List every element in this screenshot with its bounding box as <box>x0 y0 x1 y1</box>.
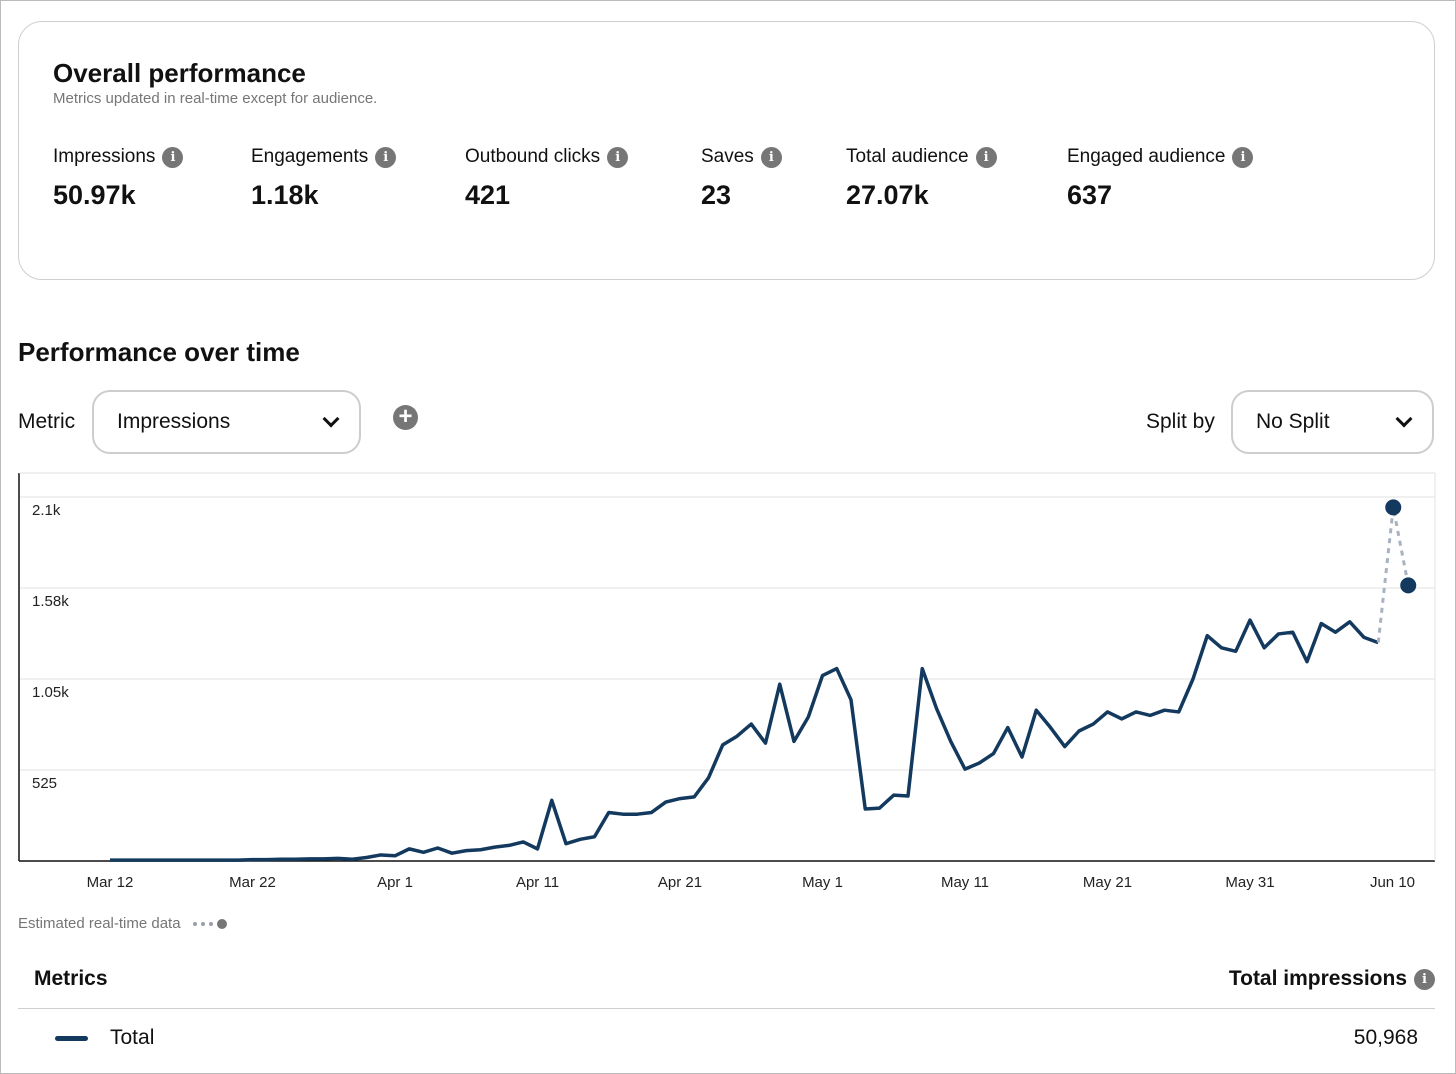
metric-value: 23 <box>701 180 732 210</box>
x-tick-label: Apr 21 <box>658 874 702 891</box>
chevron-down-icon <box>322 410 340 428</box>
metric-value: 421 <box>465 180 511 210</box>
plus-circle-icon[interactable]: + <box>393 405 418 430</box>
info-icon[interactable]: i <box>375 146 397 168</box>
performance-over-time-title: Performance over time <box>18 337 300 367</box>
row-value: 50,968 <box>1353 1026 1418 1049</box>
metric-value: 27.07k <box>846 180 929 210</box>
info-icon[interactable]: i <box>1232 146 1254 168</box>
metric-value: 50.97k <box>53 180 136 210</box>
row-label: Total <box>110 1026 155 1049</box>
info-icon[interactable]: i <box>162 146 184 168</box>
estimated-data-legend: Estimated real-time data <box>18 915 227 932</box>
metric-engagements: Engagements i 1.18k <box>251 146 397 211</box>
x-tick-label: Apr 1 <box>377 874 413 891</box>
metric-label: Engaged audience <box>1067 146 1226 167</box>
metric-outbound-clicks: Outbound clicks i 421 <box>465 146 629 211</box>
metric-label: Metric <box>18 410 76 433</box>
overall-performance-card: Overall performance Metrics updated in r… <box>18 21 1435 280</box>
estimated-series-line <box>1376 507 1410 643</box>
overview-title: Overall performance <box>53 58 306 88</box>
impressions-line-chart: 525 1.05k 1.58k 2.1k Mar 12 Mar 22 Apr 1 Apr 11… <box>18 472 1436 891</box>
col-total-impressions: Total impressions i <box>1229 967 1435 991</box>
metrics-table-header: Metrics Total impressions i <box>18 963 1435 1009</box>
dotted-line-icon <box>192 918 227 929</box>
series-swatch <box>55 1036 88 1041</box>
table-row: Total 50,968 <box>18 1015 1435 1061</box>
col-metrics: Metrics <box>34 967 108 990</box>
metric-label: Engagements <box>251 146 369 167</box>
estimated-point <box>1385 499 1402 516</box>
metric-label: Saves <box>701 146 754 167</box>
col-total-label: Total impressions <box>1228 967 1407 990</box>
x-tick-label: May 21 <box>1083 874 1132 891</box>
metric-label: Outbound clicks <box>465 146 601 167</box>
impressions-series-line <box>110 618 1379 862</box>
y-tick-label: 2.1k <box>32 502 61 519</box>
metric-label: Impressions <box>53 146 156 167</box>
x-tick-label: Mar 12 <box>87 874 134 891</box>
x-tick-label: Jun 10 <box>1370 874 1415 891</box>
info-icon[interactable]: i <box>607 146 629 168</box>
split-dropdown[interactable]: No Split <box>1231 390 1434 454</box>
metric-dropdown-value: Impressions <box>117 410 231 433</box>
metric-saves: Saves i 23 <box>701 146 782 211</box>
info-icon[interactable]: i <box>1414 968 1435 990</box>
metric-impressions: Impressions i 50.97k <box>53 146 184 211</box>
metric-value: 1.18k <box>251 180 319 210</box>
split-by-label: Split by <box>1146 410 1215 433</box>
estimated-data-label: Estimated real-time data <box>18 915 181 932</box>
y-tick-label: 1.05k <box>32 684 69 701</box>
x-tick-label: Apr 11 <box>516 874 559 891</box>
metric-value: 637 <box>1067 180 1113 210</box>
estimated-point <box>1400 577 1417 594</box>
metric-dropdown[interactable]: Impressions <box>92 390 361 454</box>
x-tick-label: Mar 22 <box>229 874 276 891</box>
metric-total-audience: Total audience i 27.07k <box>846 146 997 211</box>
overview-subtitle: Metrics updated in real-time except for … <box>53 90 378 107</box>
split-dropdown-value: No Split <box>1256 410 1330 433</box>
y-tick-label: 1.58k <box>32 593 69 610</box>
info-icon[interactable]: i <box>975 146 997 168</box>
info-icon[interactable]: i <box>760 146 782 168</box>
x-tick-label: May 1 <box>802 874 843 891</box>
x-tick-label: May 11 <box>941 874 989 891</box>
chevron-down-icon <box>1395 410 1413 428</box>
x-tick-label: May 31 <box>1225 874 1274 891</box>
metric-engaged-audience: Engaged audience i 637 <box>1067 146 1254 211</box>
metric-label: Total audience <box>846 146 969 167</box>
y-tick-label: 525 <box>32 775 57 792</box>
